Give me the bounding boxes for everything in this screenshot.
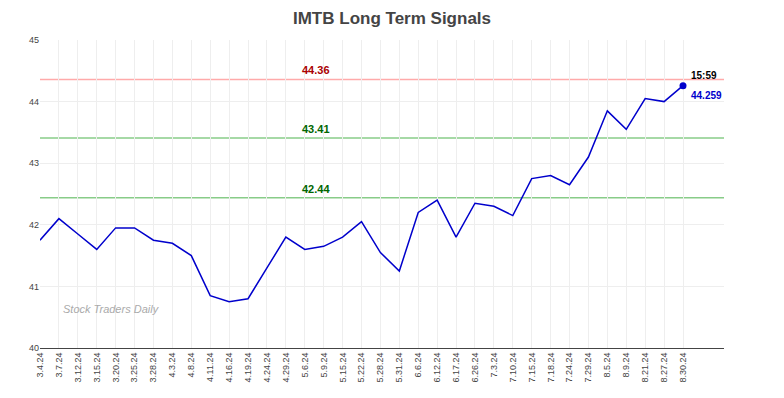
svg-text:45: 45 xyxy=(29,35,39,45)
svg-text:43.41: 43.41 xyxy=(302,123,330,135)
svg-text:43: 43 xyxy=(29,158,39,168)
svg-text:3.28.24: 3.28.24 xyxy=(148,353,158,383)
svg-text:6.6.24: 6.6.24 xyxy=(413,353,423,378)
svg-text:42: 42 xyxy=(29,220,39,230)
svg-text:4.11.24: 4.11.24 xyxy=(205,353,215,382)
svg-text:8.5.24: 8.5.24 xyxy=(602,353,612,378)
svg-text:7.24.24: 7.24.24 xyxy=(564,353,574,383)
svg-text:6.12.24: 6.12.24 xyxy=(432,353,442,383)
svg-text:4.19.24: 4.19.24 xyxy=(243,353,253,383)
svg-text:6.17.24: 6.17.24 xyxy=(451,353,461,383)
svg-text:7.15.24: 7.15.24 xyxy=(527,353,537,383)
svg-text:15:59: 15:59 xyxy=(691,70,717,81)
svg-text:5.22.24: 5.22.24 xyxy=(356,353,366,383)
svg-text:41: 41 xyxy=(29,282,39,292)
svg-text:7.3.24: 7.3.24 xyxy=(489,353,499,378)
svg-text:Stock Traders Daily: Stock Traders Daily xyxy=(63,303,160,315)
svg-text:4.16.24: 4.16.24 xyxy=(224,353,234,383)
svg-text:8.30.24: 8.30.24 xyxy=(678,353,688,383)
svg-text:3.20.24: 3.20.24 xyxy=(111,353,121,383)
svg-text:3.25.24: 3.25.24 xyxy=(129,353,139,383)
svg-text:8.9.24: 8.9.24 xyxy=(621,353,631,378)
svg-text:42.44: 42.44 xyxy=(302,183,330,195)
svg-text:3.7.24: 3.7.24 xyxy=(54,353,64,378)
svg-text:8.27.24: 8.27.24 xyxy=(659,353,669,383)
svg-text:5.28.24: 5.28.24 xyxy=(375,353,385,383)
svg-text:IMTB Long Term Signals: IMTB Long Term Signals xyxy=(293,9,491,28)
svg-text:4.29.24: 4.29.24 xyxy=(281,353,291,383)
svg-text:7.10.24: 7.10.24 xyxy=(508,353,518,383)
svg-text:5.31.24: 5.31.24 xyxy=(394,353,404,383)
svg-text:4.24.24: 4.24.24 xyxy=(262,353,272,383)
svg-text:5.9.24: 5.9.24 xyxy=(319,353,329,378)
svg-text:5.6.24: 5.6.24 xyxy=(300,353,310,378)
svg-text:40: 40 xyxy=(29,343,39,353)
svg-text:5.15.24: 5.15.24 xyxy=(338,353,348,383)
svg-text:7.18.24: 7.18.24 xyxy=(546,353,556,383)
svg-text:4.8.24: 4.8.24 xyxy=(186,353,196,378)
svg-text:3.12.24: 3.12.24 xyxy=(73,353,83,383)
svg-text:7.29.24: 7.29.24 xyxy=(583,353,593,383)
svg-text:3.4.24: 3.4.24 xyxy=(35,353,45,378)
svg-text:8.21.24: 8.21.24 xyxy=(640,353,650,383)
svg-text:44.36: 44.36 xyxy=(302,64,330,76)
svg-text:44.259: 44.259 xyxy=(691,90,722,101)
svg-text:44: 44 xyxy=(29,97,39,107)
svg-text:3.15.24: 3.15.24 xyxy=(92,353,102,383)
svg-text:6.26.24: 6.26.24 xyxy=(470,353,480,383)
svg-text:4.3.24: 4.3.24 xyxy=(167,353,177,378)
